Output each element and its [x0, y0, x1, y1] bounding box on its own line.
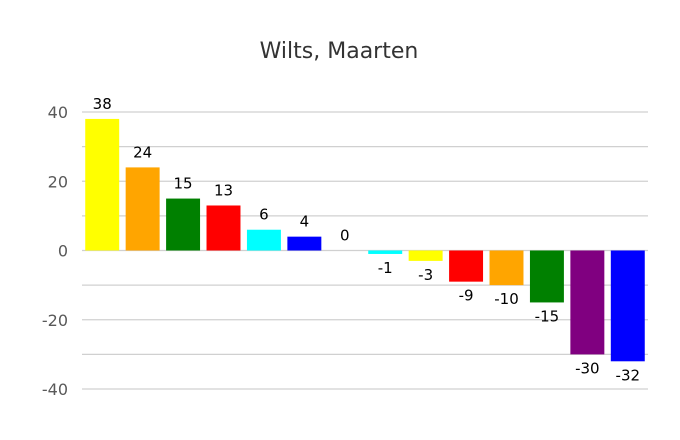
- bar: [85, 118, 120, 251]
- data-label: 0: [340, 227, 350, 245]
- bar: [489, 250, 524, 286]
- data-label: 4: [300, 213, 310, 231]
- bar: [166, 198, 201, 251]
- bar: [287, 236, 322, 251]
- y-tick-label: -40: [42, 380, 68, 399]
- bar: [529, 250, 564, 303]
- data-label: -1: [378, 259, 393, 277]
- bar: [125, 167, 160, 251]
- y-tick-label: 0: [58, 242, 68, 261]
- data-label: 24: [133, 143, 152, 161]
- bar: [610, 250, 645, 362]
- bar: [570, 250, 605, 355]
- bar: [408, 250, 443, 261]
- bars: [85, 118, 645, 362]
- data-label: -30: [575, 359, 600, 377]
- y-tick-label: 20: [48, 172, 68, 191]
- bar: [206, 205, 241, 251]
- data-label: 38: [93, 95, 112, 113]
- data-label: -32: [616, 366, 641, 384]
- data-label: 6: [259, 206, 269, 224]
- data-label: -9: [459, 287, 474, 305]
- data-label: 13: [214, 181, 233, 199]
- y-tick-label: -20: [42, 311, 68, 330]
- data-label: 15: [174, 175, 193, 193]
- data-label: -15: [535, 307, 560, 325]
- bar: [246, 229, 281, 251]
- data-labels: 38 24 15 13 6 4 0 -1 -3 -9 -10 -15 -30 -32: [93, 95, 640, 384]
- bar: [368, 250, 403, 254]
- data-label: -3: [418, 266, 433, 284]
- data-label: -10: [494, 290, 519, 308]
- y-tick-label: 40: [48, 103, 68, 122]
- bar: [449, 250, 484, 282]
- chart-title: Wilts, Maarten: [260, 39, 419, 64]
- y-axis-ticks: 40 20 0 -20 -40: [42, 103, 68, 399]
